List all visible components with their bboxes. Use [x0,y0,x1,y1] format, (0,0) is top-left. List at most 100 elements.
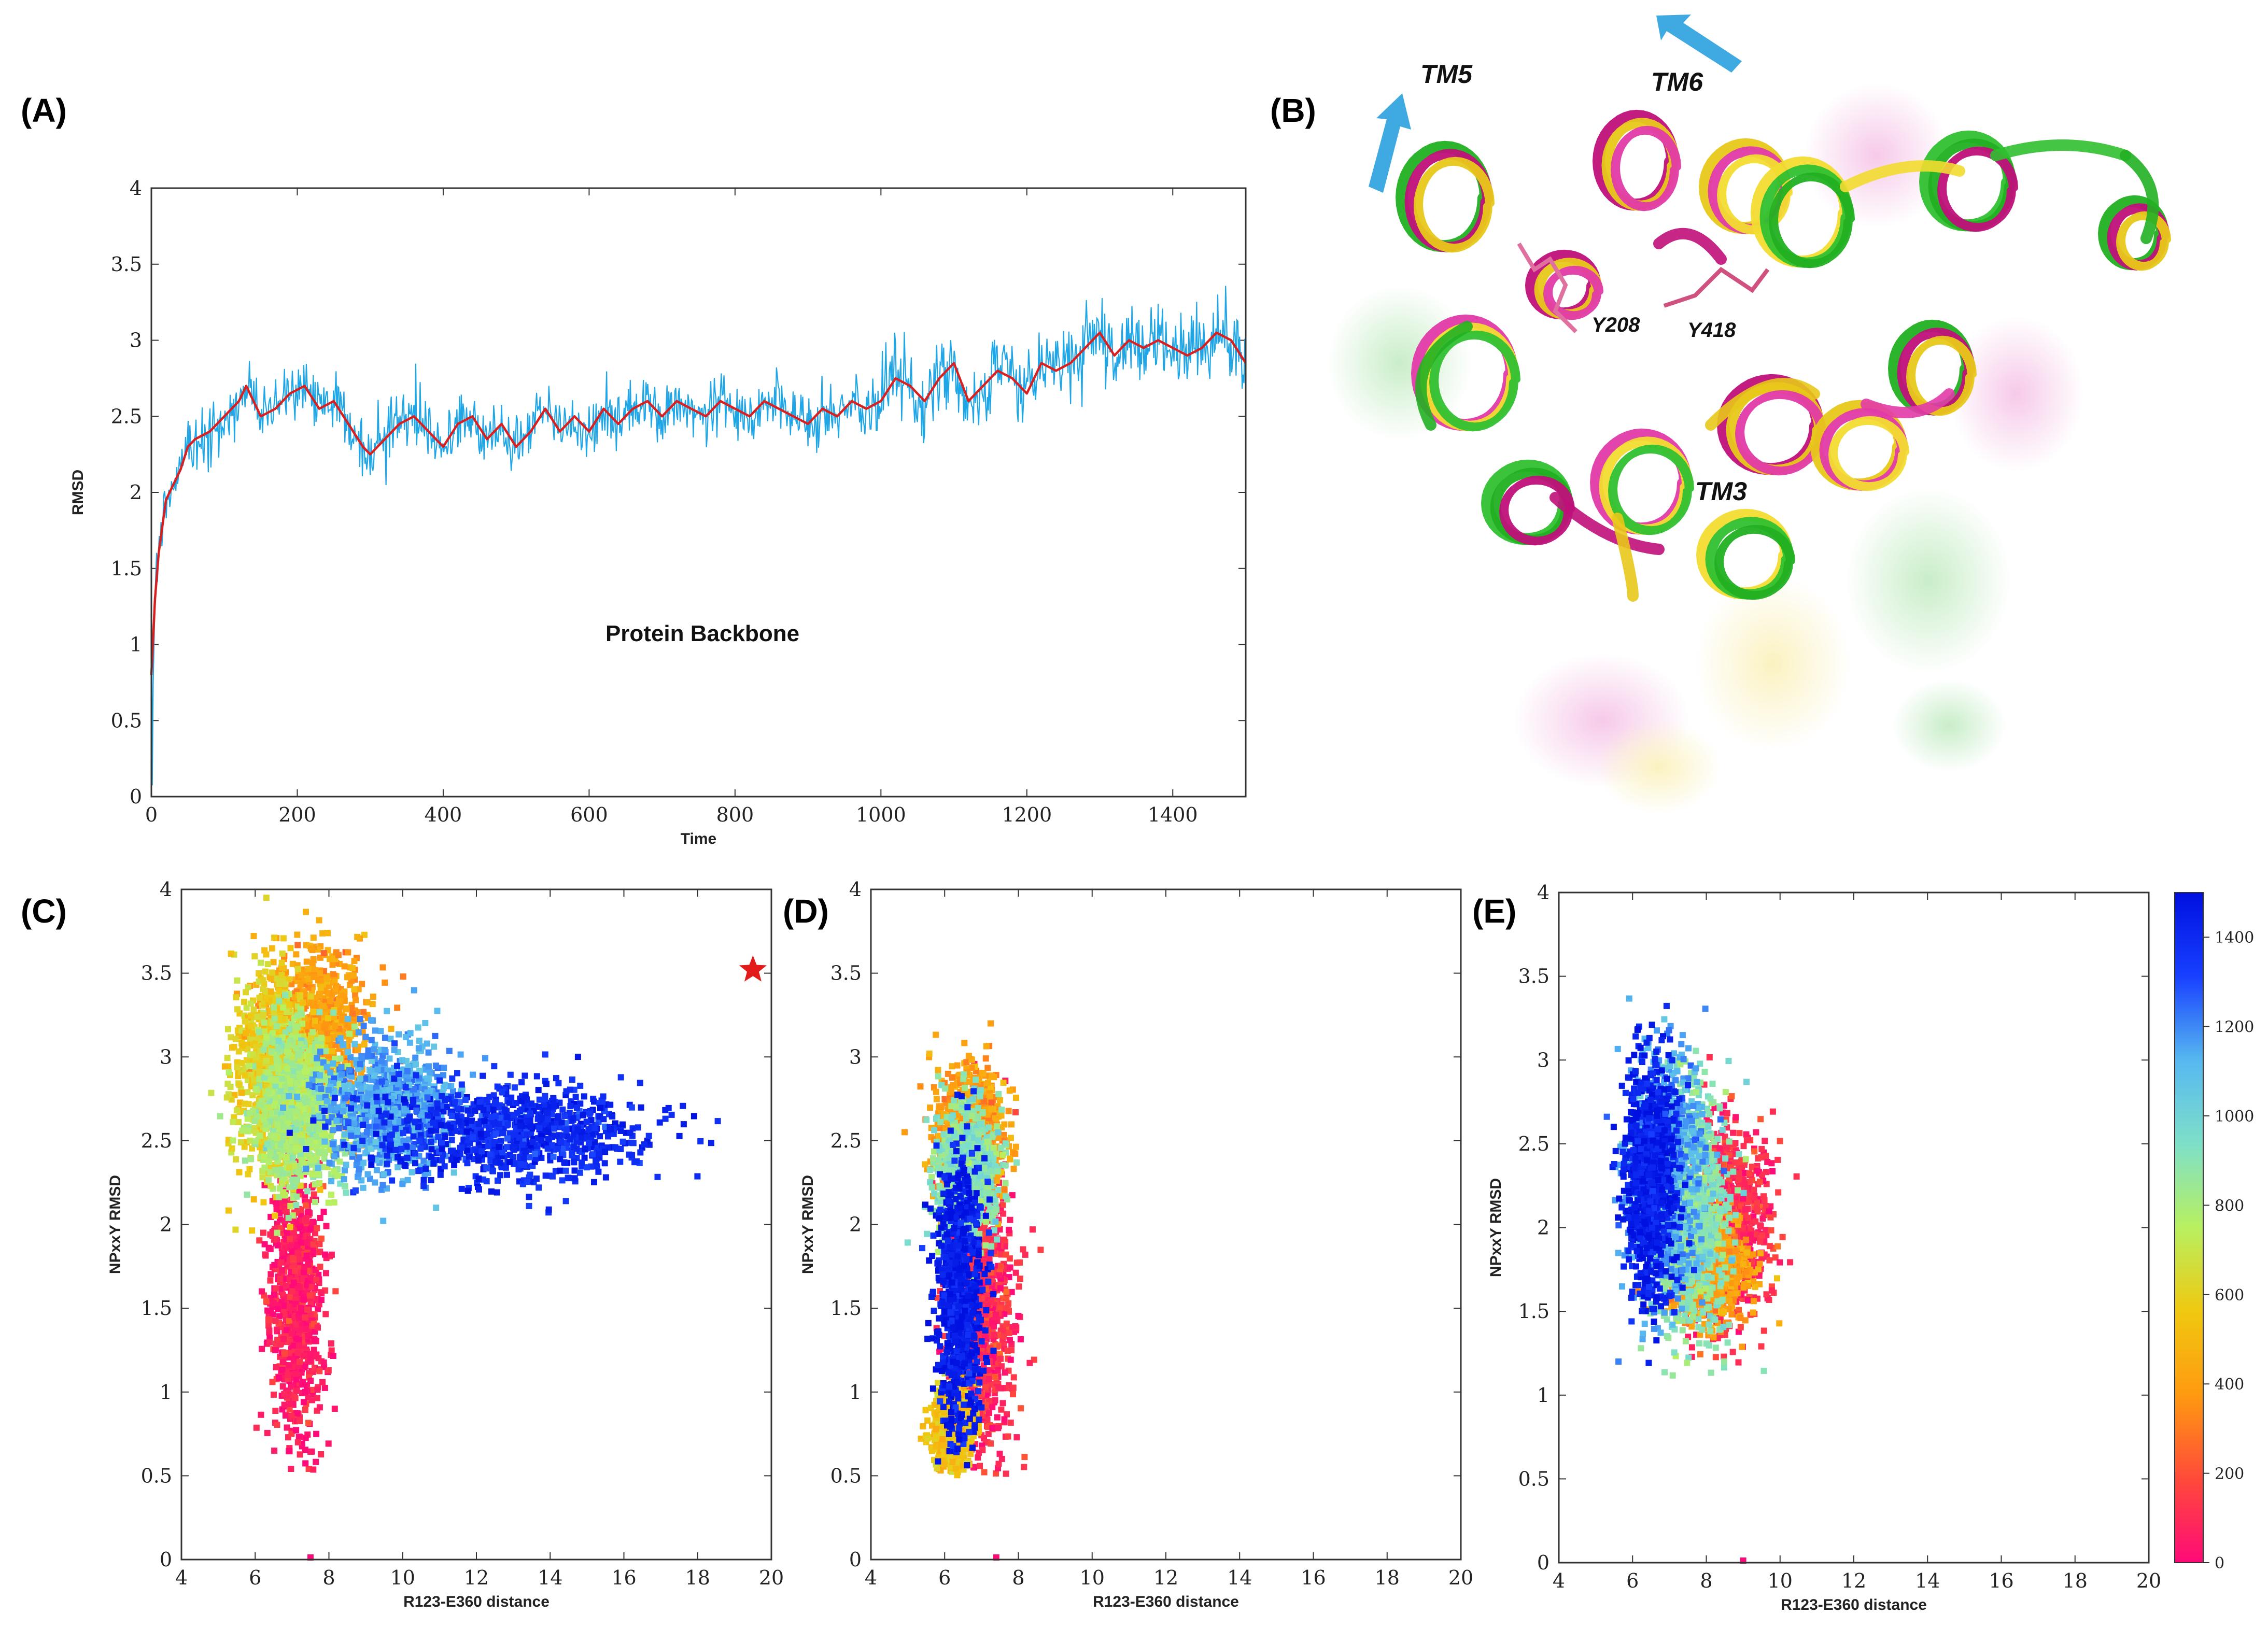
scatter-point [332,1288,339,1295]
y-axis-label: NPxxY RMSD [107,1175,124,1274]
scatter-point [293,1387,300,1394]
scatter-point [262,968,269,975]
scatter-point [325,1015,332,1022]
scatter-point [411,987,417,994]
scatter-point [316,1368,323,1375]
scatter-point [323,1270,329,1277]
scatter-point [331,1095,338,1101]
scatter-point [280,1336,287,1342]
scatter-point [273,1023,280,1029]
scatter-point [316,1094,323,1101]
scatter-point [253,1013,260,1020]
scatter-point [312,1017,318,1024]
scatter-point [317,1249,323,1255]
scatter-point [263,1034,270,1040]
scatter-point [302,1407,308,1413]
scatter-point [288,1413,295,1420]
scatter-point [287,1400,294,1407]
loop-ribbon [1861,388,1955,418]
scatter-point [341,963,348,970]
y-tick-label: 2.5 [141,1129,172,1152]
scatter-point [310,934,317,941]
scatter-point [316,1113,322,1120]
x-tick-label: 10 [390,1566,415,1589]
scatter-point [373,1167,380,1173]
scatter-point [368,1037,375,1043]
scatter-point [337,1035,344,1042]
panel-label-c: (C) [21,893,67,930]
scatter-point [330,1009,337,1016]
scatter-point [283,1282,290,1289]
scatter-point [301,1296,307,1303]
scatter-point [318,1297,325,1303]
scatter-point [248,1012,255,1019]
loop-ribbon [1612,513,1639,602]
scatter-point [330,1060,336,1067]
scatter-point [286,1448,292,1454]
scatter-point [244,1115,251,1122]
scatter-point [281,1401,288,1408]
scatter-point [399,1057,405,1064]
scatter-point [404,1177,411,1183]
scatter-point [320,1002,327,1009]
scatter-point [265,1088,272,1095]
scatter-point [267,1308,274,1314]
scatter-point [269,945,275,952]
scatter-point [271,1004,277,1011]
scatter-point [260,1229,266,1236]
scatter-point [268,1048,275,1055]
y-tick-label: 3 [160,1045,172,1068]
scatter-point [425,1049,432,1056]
scatter-point [284,1229,290,1236]
scatter-point [234,977,241,984]
scatter-point [280,935,287,942]
scatter-point [293,1376,300,1383]
scatter-point [294,1094,301,1100]
scatter-point [307,945,314,952]
x-tick-label: 16 [611,1566,636,1589]
scatter-point [367,1084,373,1091]
y-tick-label: 1.5 [111,557,142,580]
scatter-point [348,1004,355,1011]
panel-label-e: (E) [1472,893,1516,930]
scatter-point [317,1215,323,1221]
scatter-point [318,1035,325,1041]
scatter-point [313,1458,319,1465]
plot-frame [150,187,1247,798]
scatter-point [277,1276,284,1282]
scatter-point [382,1035,388,1041]
scatter-point [317,1072,323,1079]
scatter-point [354,933,361,940]
scatter-point [264,1141,271,1148]
scatter-point [287,1224,293,1230]
scatter-point [286,1318,292,1324]
y-tick-label: 3.5 [141,962,172,985]
scatter-point [344,1015,351,1022]
scatter-point [250,1051,257,1058]
scatter-point [373,1130,379,1137]
scatter-point [316,917,322,924]
scatter-point [284,1042,291,1049]
scatter-point [328,1251,335,1258]
scatter-point [241,999,247,1005]
scatter-point [245,1128,251,1135]
scatter-point [287,1078,293,1084]
scatter-point [265,1069,272,1076]
scatter-point [345,949,351,956]
scatter-point [388,1026,395,1032]
scatter-point [302,1460,309,1467]
x-tick-label: 12 [464,1566,489,1589]
scatter-point [297,1418,303,1424]
scatter-point [301,1352,307,1359]
scatter-point [301,1264,307,1270]
scatter-point [271,1015,278,1022]
scatter-point [335,1125,342,1131]
scatter-point [303,1116,310,1123]
scatter-point [339,1017,346,1024]
scatter-point [294,931,301,938]
scatter-point [302,1389,308,1395]
scatter-points [208,895,721,1561]
scatter-point [327,956,333,962]
x-tick-label: 1200 [1002,803,1052,826]
y-tick-label: 0 [160,1548,172,1571]
